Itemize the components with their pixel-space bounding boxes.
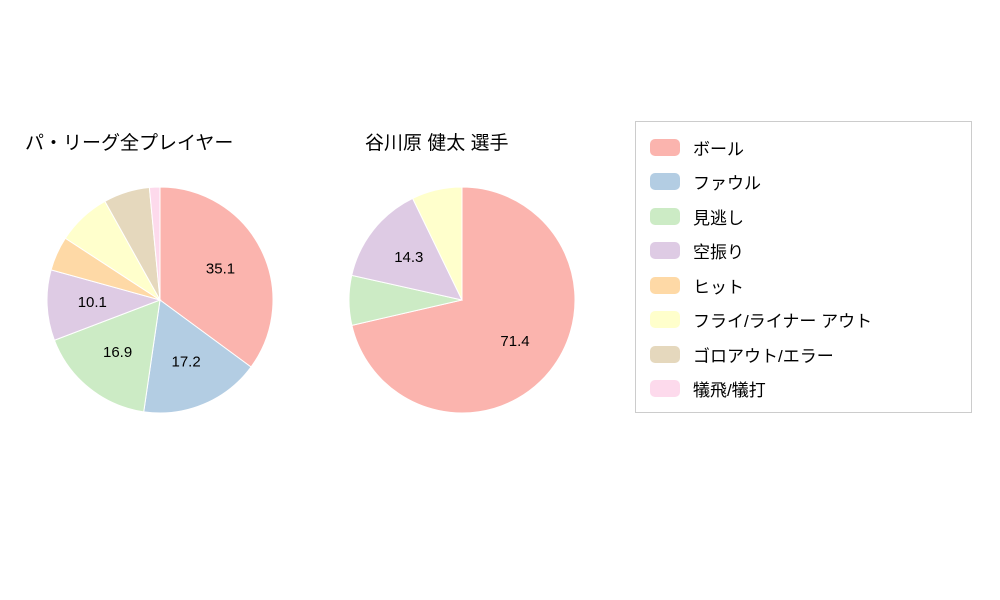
pie-slice-swinging-strike	[351, 197, 463, 301]
legend-label-swinging-strike: 空振り	[693, 243, 744, 263]
legend-item-fly-liner-out: フライ/ライナー アウト	[636, 303, 971, 338]
legend-item-ball: ボール	[636, 130, 971, 165]
legend-label-ball: ボール	[693, 139, 744, 159]
legend-label-foul: ファウル	[693, 174, 761, 194]
legend-swatch-foul	[650, 173, 680, 191]
legend-item-swinging-strike: 空振り	[636, 234, 971, 269]
legend-swatch-groundout-error	[650, 345, 680, 363]
legend: ボールファウル見逃し空振りヒットフライ/ライナー アウト ゴロアウト/エラー 犠飛/…	[635, 121, 972, 413]
pie-slice-fly-liner-out	[411, 186, 463, 301]
pie-value-label-called-strike: 16.9	[103, 344, 132, 361]
pie-svg-left: 35.1 17.2 16.9 10.1	[46, 186, 274, 414]
pie-slice-sac-fly-bunt	[148, 186, 161, 301]
pie-title-pa-league-all-players: パ・リーグ全プレイヤー	[25, 133, 234, 154]
pie-value-label-swinging-strike: 10.1	[78, 294, 107, 311]
pie-chart-tanigawara-kenta: 71.4 14.3	[347, 185, 577, 415]
pie-value-label-foul: 17.2	[171, 354, 200, 371]
pie-value-label-swinging-strike: 14.3	[394, 249, 423, 266]
pie-svg-right: 71.4 14.3	[348, 186, 576, 414]
legend-label-called-strike: 見逃し	[693, 208, 744, 228]
legend-swatch-swinging-strike	[650, 242, 680, 260]
legend-label-sac-fly-bunt: 犠飛/犠打	[693, 381, 766, 401]
legend-label-fly-liner-out: フライ/ライナー アウト	[693, 312, 873, 332]
pie-slice-foul	[143, 299, 252, 414]
legend-item-groundout-error: ゴロアウト/エラー	[636, 337, 971, 372]
legend-item-foul: ファウル	[636, 165, 971, 200]
pie-slice-ball	[351, 186, 576, 414]
legend-label-groundout-error: ゴロアウト/エラー	[693, 346, 834, 366]
legend-label-hit: ヒット	[693, 277, 744, 297]
pie-slice-called-strike	[53, 299, 161, 413]
legend-swatch-sac-fly-bunt	[650, 380, 680, 398]
legend-swatch-ball	[650, 138, 680, 156]
legend-swatch-called-strike	[650, 207, 680, 225]
legend-item-sac-fly-bunt: 犠飛/犠打	[636, 372, 971, 407]
pie-slice-ball	[159, 186, 274, 368]
legend-swatch-hit	[650, 276, 680, 294]
legend-swatch-fly-liner-out	[650, 311, 680, 329]
legend-item-called-strike: 見逃し	[636, 199, 971, 234]
legend-item-hit: ヒット	[636, 268, 971, 303]
legend-items: ボールファウル見逃し空振りヒットフライ/ライナー アウト ゴロアウト/エラー 犠飛/…	[636, 130, 971, 406]
pie-slice-swinging-strike	[46, 269, 162, 341]
pie-value-label-ball: 71.4	[500, 333, 529, 350]
pie-value-label-ball: 35.1	[206, 260, 235, 277]
pie-title-tanigawara-kenta: 谷川原 健太 選手	[365, 133, 509, 154]
pie-chart-pa-league-all-players: 35.1 17.2 16.9 10.1	[45, 185, 275, 415]
